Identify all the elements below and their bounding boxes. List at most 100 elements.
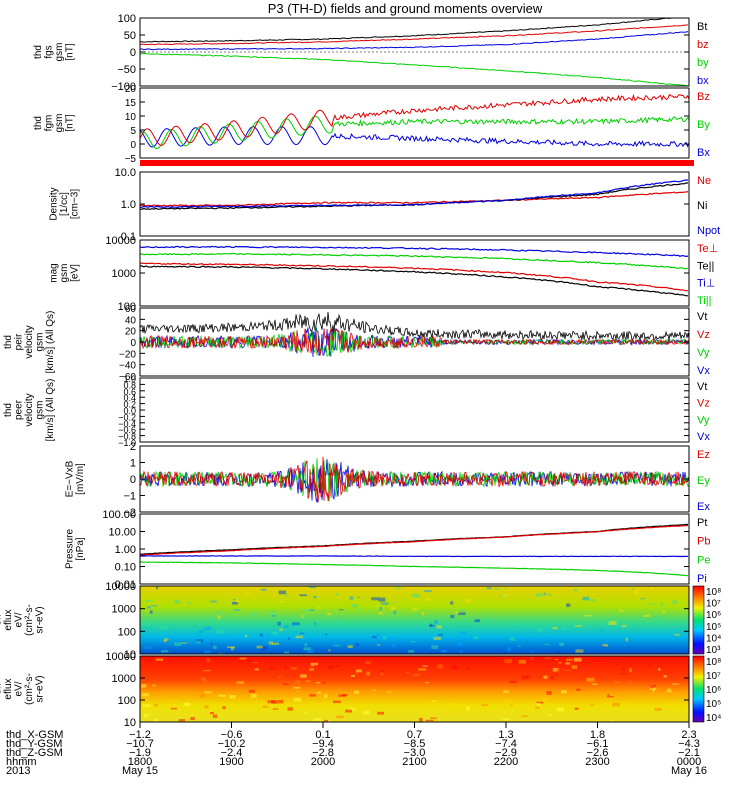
spectrogram-cell <box>543 637 547 639</box>
spectrogram-cell <box>156 586 158 589</box>
legend-vt: Vt <box>697 381 707 393</box>
spectrogram-cell <box>503 594 507 597</box>
y-tick-label: 1000 <box>112 268 136 280</box>
panel-pressure: 100.0010.001.000.100.01Pressure [nPa]PtPb… <box>64 509 710 591</box>
spectrogram-cell <box>575 708 579 710</box>
spectrogram-cell <box>602 644 608 647</box>
y-axis-label: [nT] <box>64 114 75 131</box>
spectrogram-cell <box>278 622 281 626</box>
spectrogram-cell <box>657 616 661 619</box>
spectrogram-cell <box>317 692 321 694</box>
panel-density-plot-area <box>140 180 688 209</box>
spectrogram-cell <box>658 668 660 671</box>
spectrogram-cell <box>200 694 205 698</box>
y-tick-label: 1 <box>130 458 136 470</box>
spectrogram-cell <box>199 630 203 634</box>
spectrogram-cell <box>245 715 251 716</box>
spectrogram-cell <box>327 613 331 615</box>
spectrogram-cell <box>336 621 343 624</box>
y-tick-label: 5 <box>130 126 136 137</box>
spectrogram-cell <box>260 634 263 637</box>
spectrogram-cell <box>284 625 289 628</box>
colorbar-tick-label: 10⁵ <box>706 699 721 710</box>
spectrogram-cell <box>279 700 284 703</box>
spectrogram-cell <box>458 612 465 615</box>
y-tick-label: 1000 <box>112 604 136 616</box>
spectrogram-cell <box>494 588 501 589</box>
spectrogram-cell <box>325 634 327 636</box>
spectrogram-cell <box>300 633 305 634</box>
spectrogram-cell <box>306 680 310 681</box>
legend-ne: Ne <box>697 175 711 187</box>
spectrogram-cell <box>305 643 308 646</box>
spectrogram-cell <box>408 650 414 653</box>
spectrogram-cell <box>522 715 529 717</box>
spectrogram-cell <box>246 659 251 661</box>
spectrogram-cell <box>441 705 446 708</box>
spectrogram-cell <box>303 610 309 612</box>
y-tick-label: 10000 <box>105 581 136 593</box>
spectrogram-cell <box>607 694 609 696</box>
legend-bz: bz <box>697 39 709 51</box>
spectrogram-cell <box>672 684 679 685</box>
legend-npot: Npot <box>697 225 720 237</box>
spectrogram-cell <box>218 710 220 712</box>
spectrogram-cell <box>279 629 282 631</box>
spectrogram-cell <box>462 638 468 639</box>
spectrogram-cell <box>301 615 304 618</box>
spectrogram-cell <box>152 685 156 687</box>
y-tick-label: 50 <box>124 30 136 42</box>
spectrogram-cell <box>547 691 552 695</box>
spectrogram-cell <box>536 703 541 707</box>
spectrogram-cell <box>557 708 565 712</box>
panel-fgs-plot-area <box>140 17 689 87</box>
spectrogram-cell <box>509 681 516 683</box>
y-axis-label: [km/s] (All Qs) <box>45 311 56 374</box>
spectrogram-cell <box>572 665 577 669</box>
spectrogram-cell <box>366 672 370 676</box>
spectrogram-cell <box>558 662 562 665</box>
colorbar-tick-label: 10⁶ <box>706 610 721 621</box>
spectrogram-cell <box>545 658 552 659</box>
panel-frame <box>140 378 689 442</box>
y-axis-label: sr-eV) <box>35 606 46 633</box>
spectrogram-cell <box>339 719 343 721</box>
series-npot <box>140 180 688 208</box>
spectrogram-cell <box>251 694 256 698</box>
colorbar-tick-label: 10⁸ <box>706 587 721 598</box>
spectrogram-cell <box>544 699 547 703</box>
spectrogram-cell <box>576 689 581 691</box>
y-tick-label: 60 <box>125 304 137 315</box>
spectrogram-cell <box>438 664 443 668</box>
legend-bz: Bz <box>697 91 710 103</box>
y-axis-label: Pressure <box>64 529 75 569</box>
spectrogram-cell <box>338 695 346 697</box>
spectrogram-cell <box>273 708 279 709</box>
panel-frame <box>140 18 689 86</box>
spectrogram-cell <box>650 604 656 605</box>
panel-ion_spec: 10000100010010thdpeirenefluxeV/(cm²-s-sr… <box>0 581 721 661</box>
spectrogram-cell <box>229 695 235 699</box>
y-axis-label: gsm <box>54 114 65 133</box>
panel-fgs: 100500−50−100thd fgs gsm [nT]Btbzbybx <box>33 13 709 93</box>
colorbar <box>693 656 704 722</box>
chart-title: P3 (TH-D) fields and ground moments over… <box>268 1 543 16</box>
legend-te: Te⊥ <box>697 243 718 255</box>
spectrogram-cell <box>373 689 377 691</box>
spectrogram-cell <box>245 635 247 638</box>
spectrogram-cell <box>147 606 151 608</box>
spectrogram-cell <box>674 689 678 690</box>
y-tick-label: 0 <box>130 474 136 486</box>
spectrogram-cell <box>288 707 293 711</box>
y-tick-label: 0.10 <box>115 562 136 574</box>
spectrogram-cell <box>296 690 301 692</box>
spectrogram-cell <box>459 651 463 653</box>
y-axis-label: thd <box>33 45 44 59</box>
y-tick-label: −50 <box>117 64 136 76</box>
y-tick-label: 20 <box>125 84 137 95</box>
y-axis-label: gsm <box>35 401 46 420</box>
spectrogram-cell <box>626 638 628 642</box>
spectrogram-cell <box>632 588 634 590</box>
spectrogram-cell <box>434 620 437 624</box>
